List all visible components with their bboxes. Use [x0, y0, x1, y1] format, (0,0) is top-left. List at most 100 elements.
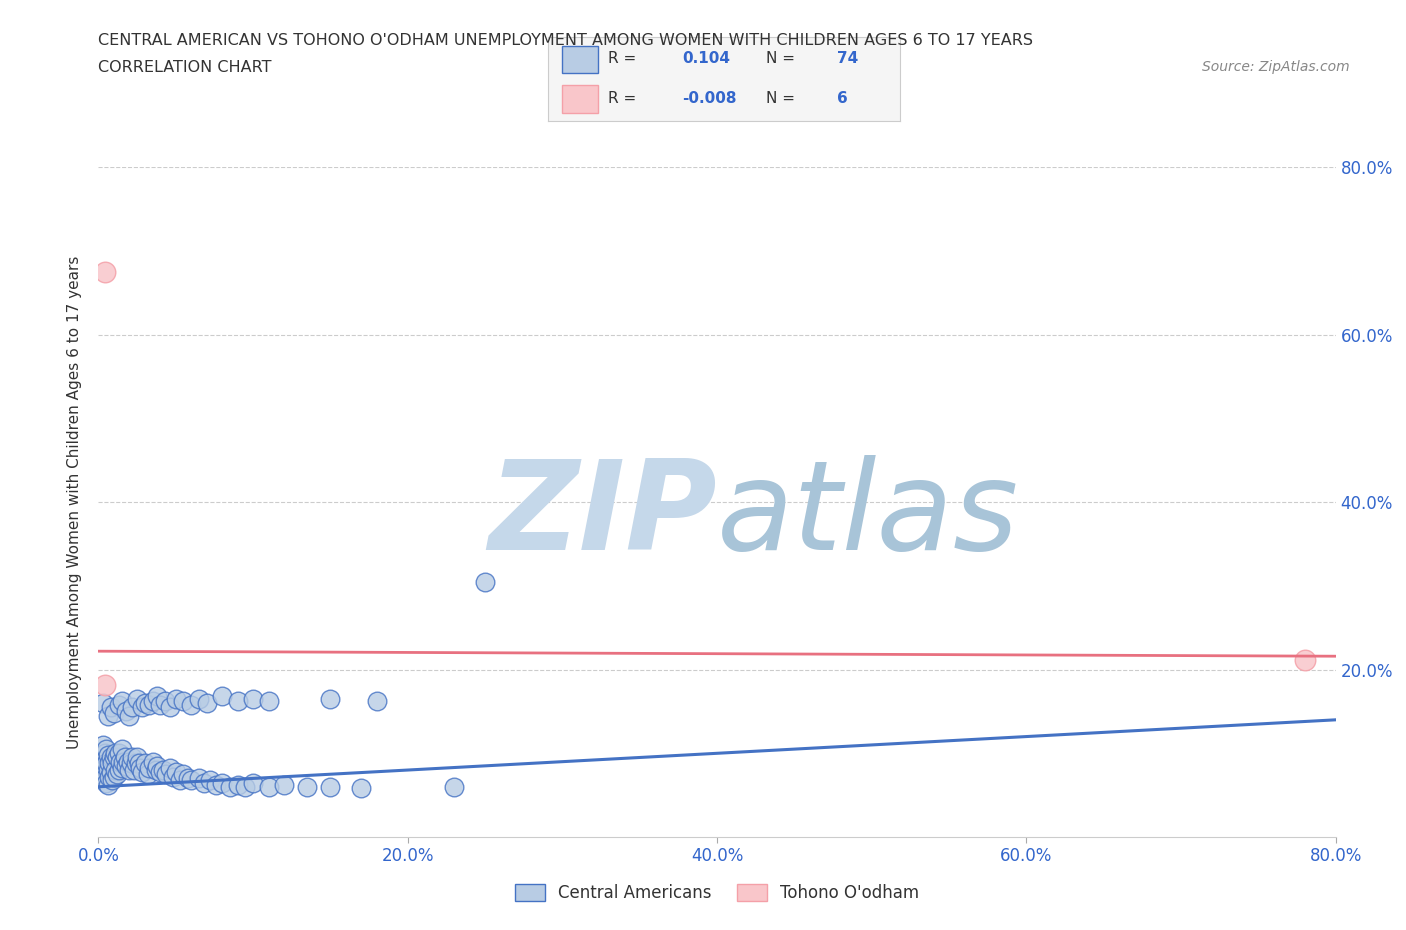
Text: R =: R = [609, 91, 637, 106]
Point [90, 754, 112, 769]
Point [103, 750, 125, 764]
Point [122, 763, 145, 777]
Point [93, 771, 115, 786]
Point [96, 776, 118, 790]
Point [93, 677, 115, 692]
Legend: Central Americans, Tohono O'odham: Central Americans, Tohono O'odham [508, 878, 927, 909]
Point [98, 756, 121, 771]
Point [165, 692, 187, 707]
Point [131, 764, 153, 779]
Point [180, 773, 202, 788]
Point [111, 761, 134, 776]
Point [100, 750, 122, 764]
Point [121, 700, 143, 715]
Point [177, 771, 200, 786]
Point [226, 777, 249, 792]
Point [165, 764, 187, 779]
Point [104, 763, 127, 777]
Point [226, 694, 249, 709]
Point [188, 692, 211, 707]
Point [105, 766, 128, 781]
Point [173, 766, 195, 781]
Point [101, 773, 124, 788]
Point [219, 779, 242, 794]
Text: Source: ZipAtlas.com: Source: ZipAtlas.com [1202, 60, 1350, 74]
Point [93, 746, 115, 761]
Point [146, 759, 169, 774]
Point [319, 779, 342, 794]
Point [127, 692, 149, 707]
Point [93, 265, 115, 280]
Point [108, 754, 131, 769]
Point [152, 763, 174, 777]
Point [107, 746, 129, 761]
Point [198, 773, 221, 788]
Point [474, 575, 496, 590]
Point [146, 689, 169, 704]
Point [159, 761, 181, 776]
Point [97, 763, 120, 777]
Text: ZIP: ZIP [488, 455, 717, 576]
Point [100, 700, 122, 715]
Point [103, 769, 125, 784]
Point [124, 756, 146, 771]
Text: R =: R = [609, 51, 637, 66]
Point [115, 759, 138, 774]
Point [273, 777, 295, 792]
Point [350, 781, 373, 796]
Point [257, 779, 280, 794]
Point [138, 698, 160, 712]
Point [111, 742, 134, 757]
Point [205, 777, 228, 792]
Text: 74: 74 [837, 51, 858, 66]
Point [91, 737, 114, 752]
FancyBboxPatch shape [562, 46, 598, 73]
Point [1294, 652, 1316, 667]
Point [235, 779, 257, 794]
Point [118, 763, 141, 777]
Point [129, 761, 152, 776]
Point [193, 776, 215, 790]
FancyBboxPatch shape [562, 85, 598, 113]
Point [134, 696, 156, 711]
Point [90, 766, 112, 781]
Point [162, 769, 184, 784]
Point [211, 776, 233, 790]
Point [159, 700, 181, 715]
Point [136, 766, 159, 781]
Text: 0.104: 0.104 [682, 51, 730, 66]
Point [117, 754, 139, 769]
Text: 6: 6 [837, 91, 848, 106]
Point [142, 754, 165, 769]
Point [134, 756, 156, 771]
Point [128, 756, 150, 771]
Point [366, 694, 388, 709]
Text: -0.008: -0.008 [682, 91, 737, 106]
Point [127, 750, 149, 764]
Text: N =: N = [766, 91, 796, 106]
Point [131, 700, 153, 715]
Point [169, 773, 191, 788]
Point [111, 694, 134, 709]
Point [149, 764, 172, 779]
Point [188, 771, 211, 786]
Point [103, 706, 125, 721]
Point [107, 763, 129, 777]
Point [153, 694, 176, 709]
Point [97, 748, 120, 763]
Point [101, 756, 124, 771]
Point [155, 766, 177, 781]
Y-axis label: Unemployment Among Women with Children Ages 6 to 17 years: Unemployment Among Women with Children A… [67, 256, 83, 749]
Text: CENTRAL AMERICAN VS TOHONO O'ODHAM UNEMPLOYMENT AMONG WOMEN WITH CHILDREN AGES 6: CENTRAL AMERICAN VS TOHONO O'ODHAM UNEMP… [98, 33, 1033, 47]
Point [142, 694, 165, 709]
Point [173, 694, 195, 709]
Point [138, 761, 160, 776]
Point [112, 754, 135, 769]
Point [443, 779, 465, 794]
Point [104, 746, 127, 761]
Point [93, 761, 115, 776]
Point [98, 769, 121, 784]
Point [107, 698, 129, 712]
Point [195, 696, 218, 711]
Point [100, 764, 122, 779]
